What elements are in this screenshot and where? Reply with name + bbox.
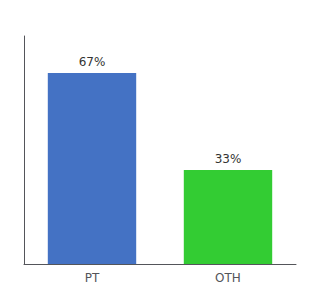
svg-text:33%: 33% bbox=[215, 152, 242, 166]
svg-text:67%: 67% bbox=[79, 55, 106, 69]
svg-text:PT: PT bbox=[85, 271, 100, 285]
svg-text:OTH: OTH bbox=[215, 271, 241, 285]
